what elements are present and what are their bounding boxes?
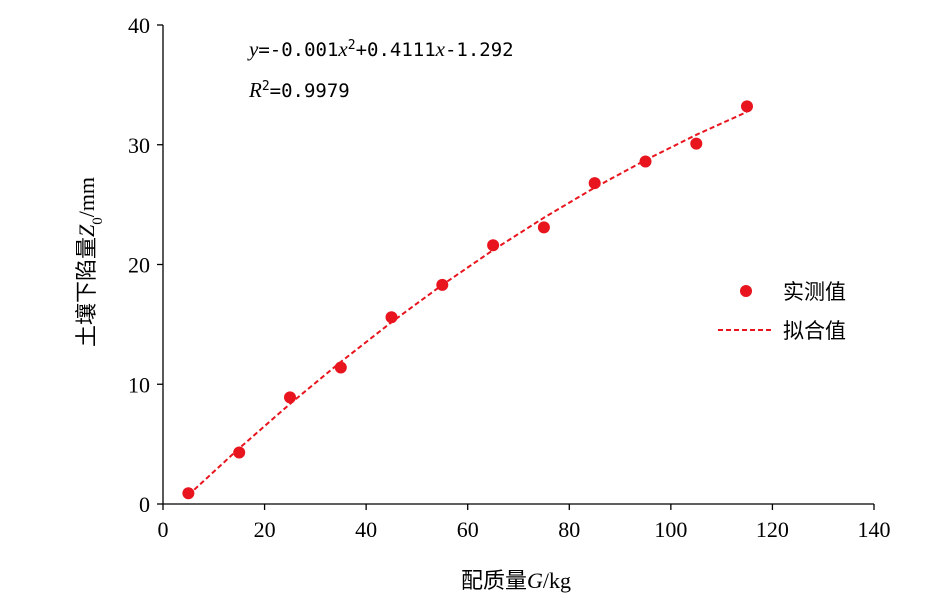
x-axis-label: 配质量G/kg bbox=[461, 568, 571, 594]
x-tick-label: 120 bbox=[756, 517, 789, 542]
measured-points bbox=[182, 100, 753, 500]
data-point bbox=[233, 446, 246, 459]
data-point bbox=[741, 100, 753, 113]
y-tick-label: 10 bbox=[128, 372, 150, 397]
y-tick-label: 30 bbox=[128, 133, 150, 158]
fit-line bbox=[187, 110, 748, 496]
y-tick-label: 0 bbox=[139, 492, 150, 517]
equation-annotation: y=-0.001x2+0.4111x-1.292 bbox=[247, 37, 514, 61]
legend: 实测值 拟合值 bbox=[718, 280, 846, 343]
data-point bbox=[537, 221, 550, 234]
y-tick-label: 20 bbox=[128, 253, 150, 278]
x-tick-label: 20 bbox=[254, 517, 276, 542]
x-tick-label: 80 bbox=[558, 517, 580, 542]
data-point bbox=[487, 239, 500, 252]
data-point bbox=[334, 361, 347, 374]
data-point bbox=[690, 137, 703, 150]
legend-label-measured: 实测值 bbox=[783, 280, 846, 304]
fit-curve bbox=[187, 110, 748, 496]
x-tick-label: 60 bbox=[457, 517, 479, 542]
data-point bbox=[182, 487, 195, 500]
data-point bbox=[284, 391, 296, 404]
x-tick-label: 100 bbox=[654, 517, 687, 542]
x-tick-label: 40 bbox=[355, 517, 377, 542]
x-tick-label: 0 bbox=[158, 517, 169, 542]
legend-marker-measured bbox=[740, 285, 752, 297]
x-axis-ticks: 0 20 40 60 80 100 120 140 bbox=[158, 504, 891, 542]
data-point bbox=[588, 177, 601, 190]
data-point bbox=[436, 278, 449, 291]
r-squared-annotation: R2=0.9979 bbox=[248, 78, 350, 102]
data-point bbox=[639, 155, 652, 168]
x-tick-label: 140 bbox=[858, 517, 891, 542]
y-tick-label: 40 bbox=[128, 13, 150, 38]
data-point bbox=[385, 311, 398, 324]
y-axis-label: 土壤下陷量Z0/mm bbox=[74, 177, 106, 347]
legend-label-fit: 拟合值 bbox=[783, 319, 846, 343]
y-axis-ticks: 0 10 20 30 40 bbox=[128, 13, 163, 517]
